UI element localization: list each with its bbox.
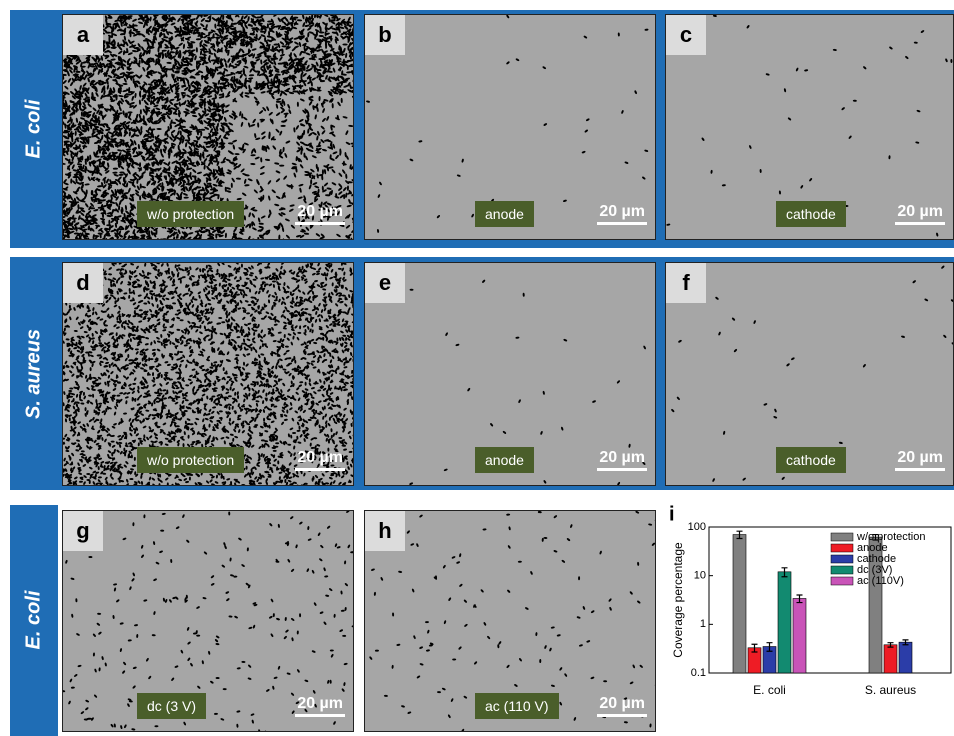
- bar: [884, 645, 897, 673]
- legend-swatch: [831, 566, 853, 574]
- scale-bar: 20 µm: [895, 449, 945, 471]
- micrograph: b anode 20 µm: [364, 14, 656, 240]
- row-label: E. coli: [23, 591, 46, 650]
- panel-caption: dc (3 V): [137, 693, 206, 719]
- chart: i Coverage percentage 0.1 1 10 100 E. coli S. a…: [665, 505, 954, 736]
- micrograph: g dc (3 V) 20 µm: [62, 510, 354, 732]
- micrograph: d w/o protection 20 µm: [62, 262, 354, 486]
- panel-caption: ac (110 V): [475, 693, 559, 719]
- bar: [899, 642, 912, 673]
- scale-bar: 20 µm: [295, 203, 345, 225]
- y-tick-label: 0.1: [691, 667, 706, 679]
- micrograph: a w/o protection 20 µm: [62, 14, 354, 240]
- panel-letter: f: [666, 263, 706, 303]
- panel-letter: i: [669, 505, 675, 525]
- scale-bar: 20 µm: [597, 449, 647, 471]
- bar: [778, 572, 791, 673]
- panel-letter: e: [365, 263, 405, 303]
- scale-bar: 20 µm: [295, 449, 345, 471]
- x-tick-label: S. aureus: [865, 683, 916, 697]
- legend-swatch: [831, 544, 853, 552]
- panel-caption: cathode: [776, 447, 846, 473]
- panel-letter: b: [365, 15, 405, 55]
- row-label: S. aureus: [23, 329, 46, 419]
- panel-caption: anode: [475, 447, 534, 473]
- scale-bar: 20 µm: [895, 203, 945, 225]
- x-tick-label: E. coli: [753, 683, 786, 697]
- panel-caption: w/o protection: [137, 447, 244, 473]
- micrograph: h ac (110 V) 20 µm: [364, 510, 656, 732]
- panel-caption: anode: [475, 201, 534, 227]
- micrograph: c cathode 20 µm: [665, 14, 954, 240]
- bar: [733, 535, 746, 673]
- y-tick-label: 10: [694, 570, 706, 582]
- panel-letter: c: [666, 15, 706, 55]
- legend-swatch: [831, 533, 853, 541]
- legend-swatch: [831, 555, 853, 563]
- micrograph: f cathode 20 µm: [665, 262, 954, 486]
- micrograph: e anode 20 µm: [364, 262, 656, 486]
- panel-letter: d: [63, 263, 103, 303]
- y-tick-label: 100: [688, 521, 706, 533]
- bar: [793, 598, 806, 673]
- panel-caption: cathode: [776, 201, 846, 227]
- panel-caption: w/o protection: [137, 201, 244, 227]
- panel-letter: g: [63, 511, 103, 551]
- scale-bar: 20 µm: [597, 203, 647, 225]
- panel-letter: h: [365, 511, 405, 551]
- scale-bar: 20 µm: [597, 695, 647, 717]
- legend-swatch: [831, 577, 853, 585]
- y-tick-label: 1: [700, 618, 706, 630]
- legend-label: ac (110V): [857, 575, 904, 587]
- scale-bar: 20 µm: [295, 695, 345, 717]
- figure: i Coverage percentage 0.1 1 10 100 E. coli S. a…: [0, 0, 954, 736]
- row-label: E. coli: [23, 100, 46, 159]
- panel-letter: a: [63, 15, 103, 55]
- y-axis-label: Coverage percentage: [671, 542, 685, 658]
